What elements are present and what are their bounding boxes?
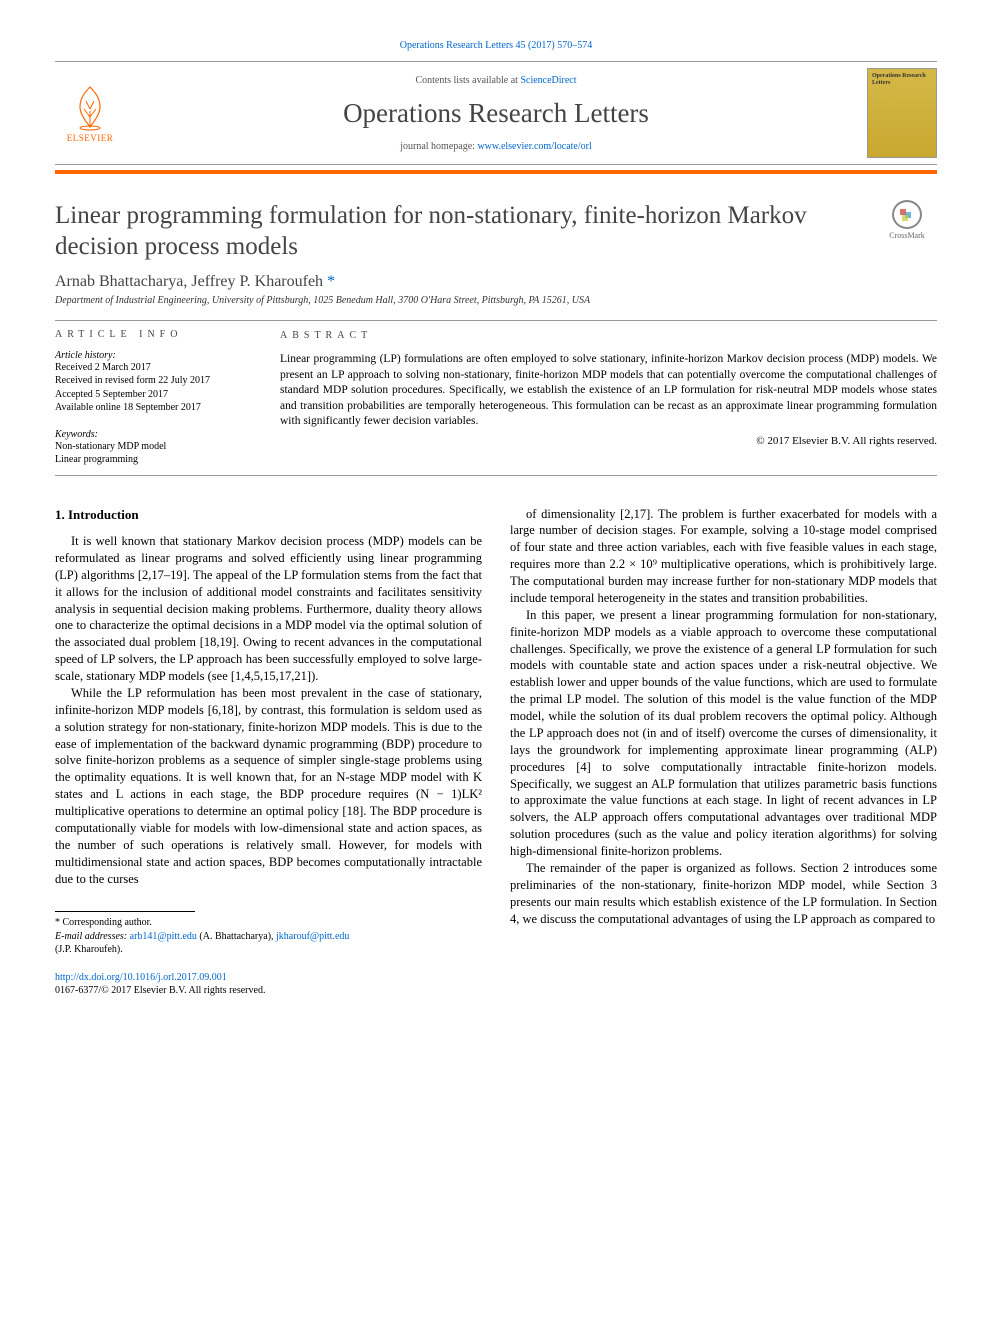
footnote-rule xyxy=(55,911,195,912)
para-r2: In this paper, we present a linear progr… xyxy=(510,607,937,860)
article-info-label: article info xyxy=(55,329,260,340)
authors-text: Arnab Bhattacharya, Jeffrey P. Kharoufeh xyxy=(55,273,323,290)
journal-citation: Operations Research Letters 45 (2017) 57… xyxy=(55,40,937,51)
divider-top xyxy=(55,320,937,321)
elsevier-logo[interactable]: ELSEVIER xyxy=(55,76,125,151)
contents-available: Contents lists available at ScienceDirec… xyxy=(140,75,852,86)
footnotes: * Corresponding author. E-mail addresses… xyxy=(55,916,475,957)
corresponding-note: * Corresponding author. xyxy=(55,916,475,930)
history-accepted: Accepted 5 September 2017 xyxy=(55,388,260,402)
keyword-2: Linear programming xyxy=(55,453,260,467)
article-title: Linear programming formulation for non-s… xyxy=(55,200,857,263)
email-note: E-mail addresses: arb141@pitt.edu (A. Bh… xyxy=(55,930,475,957)
abstract-copyright: © 2017 Elsevier B.V. All rights reserved… xyxy=(280,434,937,449)
email-link-1[interactable]: arb141@pitt.edu xyxy=(130,931,197,942)
journal-homepage: journal homepage: www.elsevier.com/locat… xyxy=(140,141,852,152)
history-revised: Received in revised form 22 July 2017 xyxy=(55,374,260,388)
elsevier-text: ELSEVIER xyxy=(67,133,114,143)
doi-link[interactable]: http://dx.doi.org/10.1016/j.orl.2017.09.… xyxy=(55,972,227,983)
para-l2: While the LP reformulation has been most… xyxy=(55,685,482,888)
corresponding-author-link[interactable]: * xyxy=(323,273,335,290)
homepage-link[interactable]: www.elsevier.com/locate/orl xyxy=(477,141,591,152)
journal-cover-thumbnail[interactable]: Operations Research Letters xyxy=(867,68,937,158)
history-label: Article history: xyxy=(55,350,260,361)
crossmark-icon xyxy=(892,200,922,229)
footer-info: http://dx.doi.org/10.1016/j.orl.2017.09.… xyxy=(55,971,482,997)
journal-name: Operations Research Letters xyxy=(140,98,852,129)
title-row: Linear programming formulation for non-s… xyxy=(55,200,937,263)
keyword-1: Non-stationary MDP model xyxy=(55,440,260,454)
crossmark-badge[interactable]: CrossMark xyxy=(877,200,937,240)
cover-title: Operations Research Letters xyxy=(872,73,932,86)
abstract-text: Linear programming (LP) formulations are… xyxy=(280,352,937,430)
para-l1: It is well known that stationary Markov … xyxy=(55,533,482,685)
email-name-1: (A. Bhattacharya), xyxy=(197,931,276,942)
body-columns: 1. Introduction It is well known that st… xyxy=(55,506,937,997)
keywords-label: Keywords: xyxy=(55,429,260,440)
email-name-2: (J.P. Kharoufeh). xyxy=(55,943,475,957)
authors: Arnab Bhattacharya, Jeffrey P. Kharoufeh… xyxy=(55,273,937,291)
issn-copyright: 0167-6377/© 2017 Elsevier B.V. All right… xyxy=(55,984,482,997)
para-r3: The remainder of the paper is organized … xyxy=(510,860,937,928)
abstract-column: abstract Linear programming (LP) formula… xyxy=(280,329,937,467)
article-info-column: article info Article history: Received 2… xyxy=(55,329,280,467)
abstract-label: abstract xyxy=(280,329,937,343)
masthead: ELSEVIER Contents lists available at Sci… xyxy=(55,61,937,165)
info-abstract-row: article info Article history: Received 2… xyxy=(55,329,937,467)
contents-prefix: Contents lists available at xyxy=(415,75,520,86)
right-column: of dimensionality [2,17]. The problem is… xyxy=(510,506,937,997)
section-1-heading: 1. Introduction xyxy=(55,506,482,524)
sciencedirect-link[interactable]: ScienceDirect xyxy=(520,75,576,86)
affiliation: Department of Industrial Engineering, Un… xyxy=(55,295,937,306)
page: Operations Research Letters 45 (2017) 57… xyxy=(0,0,992,1027)
masthead-center: Contents lists available at ScienceDirec… xyxy=(140,75,852,152)
homepage-prefix: journal homepage: xyxy=(400,141,477,152)
email-prefix: E-mail addresses: xyxy=(55,931,130,942)
divider-bottom xyxy=(55,475,937,476)
orange-divider-bar xyxy=(55,170,937,174)
history-online: Available online 18 September 2017 xyxy=(55,401,260,415)
left-column: 1. Introduction It is well known that st… xyxy=(55,506,482,997)
email-link-2[interactable]: jkharouf@pitt.edu xyxy=(276,931,349,942)
elsevier-tree-icon xyxy=(66,83,114,131)
para-r1: of dimensionality [2,17]. The problem is… xyxy=(510,506,937,607)
history-received: Received 2 March 2017 xyxy=(55,361,260,375)
crossmark-label: CrossMark xyxy=(889,231,925,240)
